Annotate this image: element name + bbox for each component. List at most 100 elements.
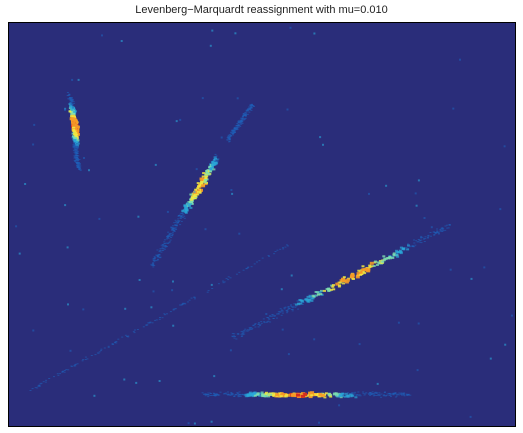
heatmap-cell: [159, 257, 162, 259]
noise-cell: [93, 394, 96, 397]
heatmap-cell: [250, 107, 253, 109]
heatmap-cell: [73, 156, 76, 158]
heatmap-cell: [294, 306, 297, 308]
heatmap-cell: [249, 104, 252, 106]
heatmap-cell: [424, 236, 427, 238]
heatmap-cell: [433, 231, 436, 233]
heatmap-cell: [318, 393, 323, 396]
noise-cell: [193, 191, 196, 194]
noise-cell: [286, 108, 289, 111]
heatmap-cell: [337, 285, 341, 288]
heatmap-cell: [204, 175, 208, 178]
heatmap-cell: [248, 106, 251, 108]
heatmap-cell: [162, 245, 165, 247]
heatmap-cell: [417, 239, 420, 241]
heatmap-cell: [210, 161, 214, 164]
heatmap-cell: [323, 396, 327, 399]
heatmap-cell: [332, 288, 336, 291]
heatmap-cell: [76, 142, 80, 145]
noise-cell: [231, 192, 234, 195]
heatmap-cell: [281, 310, 284, 312]
heatmap-cell: [327, 287, 331, 290]
heatmap-cell: [244, 328, 247, 330]
heatmap-cell: [253, 263, 256, 265]
heatmap-cell: [341, 278, 346, 282]
heatmap-cell: [225, 393, 228, 395]
heatmap-cell: [279, 395, 283, 398]
heatmap-cell: [243, 333, 246, 335]
heatmap-cell: [67, 98, 70, 100]
heatmap-cell: [70, 108, 74, 111]
noise-cell: [470, 277, 473, 280]
heatmap-cell: [314, 291, 318, 293]
heatmap-cell: [76, 161, 79, 163]
heatmap-cell: [209, 170, 213, 173]
heatmap-cell: [72, 101, 75, 103]
heatmap-cell: [189, 193, 193, 196]
heatmap-cell: [181, 304, 184, 306]
heatmap-cell: [231, 394, 234, 396]
heatmap-cell: [208, 165, 212, 168]
heatmap-cell: [253, 106, 255, 107]
heatmap-cell: [413, 246, 416, 248]
heatmap-cell: [161, 246, 164, 248]
heatmap-cell: [181, 210, 185, 213]
heatmap-cell: [297, 308, 300, 310]
noise-cell: [213, 375, 216, 378]
noise-cell: [469, 415, 472, 418]
heatmap-cell: [355, 394, 358, 396]
heatmap-cell: [65, 369, 68, 371]
heatmap-cell: [439, 229, 442, 230]
heatmap-cell: [207, 290, 210, 292]
heatmap-cell: [169, 239, 172, 241]
heatmap-cell: [238, 391, 241, 393]
heatmap-cell: [166, 237, 169, 239]
heatmap-cell: [308, 395, 313, 399]
heatmap-cell: [77, 165, 80, 167]
heatmap-cell: [235, 273, 238, 275]
heatmap-cell: [335, 282, 340, 286]
heatmap-cell: [334, 394, 338, 397]
heatmap-cell: [153, 256, 156, 258]
heatmap-cell: [217, 394, 220, 396]
heatmap-cell: [308, 294, 312, 297]
heatmap-cell: [291, 306, 293, 308]
heatmap-cell: [214, 395, 217, 397]
heatmap-cell: [179, 212, 182, 214]
heatmap-cell: [242, 394, 245, 396]
heatmap-cell: [244, 393, 248, 396]
heatmap-cell: [185, 204, 189, 207]
heatmap-cell: [401, 394, 403, 396]
heatmap-cell: [402, 393, 405, 394]
heatmap-cell: [411, 245, 414, 247]
heatmap-cell: [405, 393, 408, 395]
heatmap-cell: [71, 121, 76, 125]
heatmap-cell: [163, 239, 166, 241]
heatmap-cell: [243, 114, 246, 116]
noise-cell: [66, 246, 69, 249]
heatmap-cell: [254, 326, 257, 328]
heatmap-cell: [171, 227, 174, 228]
heatmap-cell: [189, 203, 192, 206]
heatmap-cell: [74, 149, 77, 150]
heatmap-cell: [76, 153, 79, 155]
heatmap-cell: [68, 110, 72, 113]
noise-cell: [98, 217, 101, 220]
heatmap-cell: [36, 387, 39, 389]
heatmap-cell: [243, 331, 246, 333]
noise-cell: [172, 324, 175, 327]
heatmap-cell: [365, 268, 370, 272]
heatmap-cell: [150, 264, 153, 266]
heatmap-cell: [412, 245, 414, 247]
noise-cell: [193, 422, 196, 425]
heatmap-cell: [251, 104, 253, 106]
heatmap-cell: [73, 110, 77, 113]
heatmap-cell: [237, 126, 240, 128]
heatmap-cell: [407, 244, 410, 247]
heatmap-cell: [96, 352, 99, 354]
heatmap-cell: [217, 283, 220, 285]
noise-cell: [414, 192, 417, 195]
noise-cell: [504, 343, 507, 346]
heatmap-cell: [231, 131, 234, 133]
heatmap-cell: [156, 256, 159, 258]
